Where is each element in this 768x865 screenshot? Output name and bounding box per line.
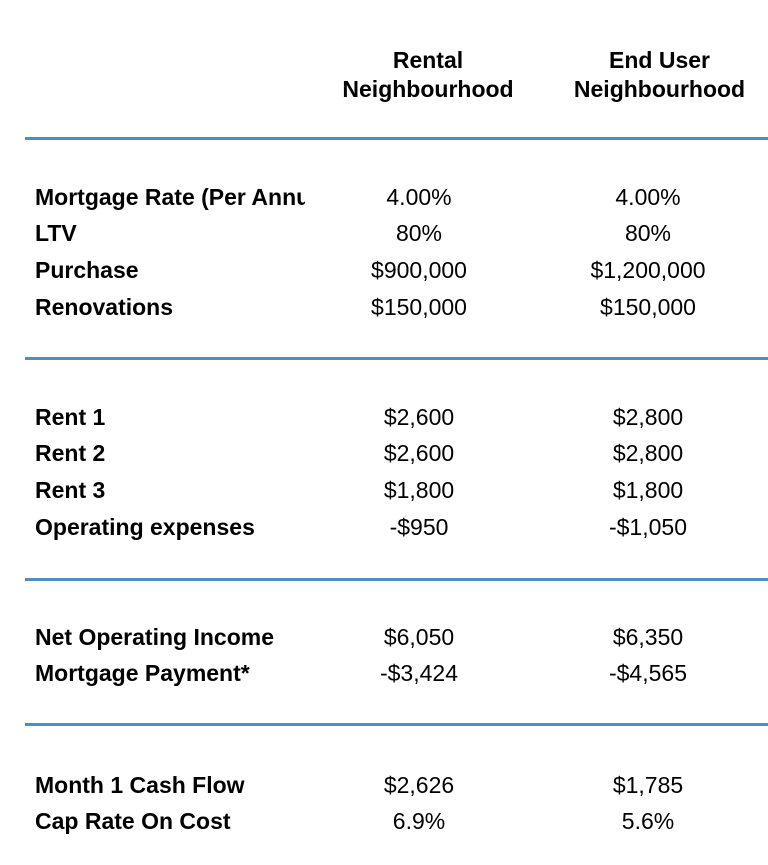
rental-value: 80% bbox=[395, 220, 443, 247]
row-label: Purchase bbox=[35, 256, 139, 283]
row-label: Net Operating Income bbox=[35, 623, 274, 650]
end-user-value: -$4,565 bbox=[608, 660, 687, 687]
table-row: Purchase $900,000 $1,200,000 bbox=[0, 252, 768, 289]
end-user-value: $2,800 bbox=[612, 403, 684, 430]
rental-value: -$3,424 bbox=[379, 660, 458, 687]
row-label: Operating expenses bbox=[35, 513, 255, 540]
end-user-value: $1,785 bbox=[612, 771, 684, 798]
rental-value: $2,600 bbox=[383, 440, 455, 467]
rental-value: $1,800 bbox=[383, 476, 455, 503]
row-label: Rent 2 bbox=[35, 440, 106, 467]
rental-value: $2,600 bbox=[383, 403, 455, 430]
end-user-value: $1,200,000 bbox=[590, 256, 706, 283]
rental-value: $6,050 bbox=[383, 623, 455, 650]
section-income-expenses: Rent 1 $2,600 $2,800 Rent 2 $2,600 $2,80… bbox=[0, 399, 768, 545]
rental-value: $900,000 bbox=[371, 256, 467, 283]
rental-value: -$950 bbox=[389, 513, 449, 540]
end-user-value: -$1,050 bbox=[608, 513, 687, 540]
table-row: Operating expenses -$950 -$1,050 bbox=[0, 509, 768, 546]
section-divider bbox=[25, 578, 768, 581]
row-label: Month 1 Cash Flow bbox=[35, 771, 245, 798]
table-row: LTV 80% 80% bbox=[0, 216, 768, 253]
section-divider bbox=[25, 357, 768, 360]
end-user-value: 5.6% bbox=[621, 808, 675, 835]
row-label: Rent 1 bbox=[35, 403, 106, 430]
end-user-value: $150,000 bbox=[600, 293, 696, 320]
table-row: Cap Rate On Cost 6.9% 5.6% bbox=[0, 804, 768, 841]
row-label: Cap Rate On Cost bbox=[35, 808, 231, 835]
row-label: Rent 3 bbox=[35, 476, 106, 503]
end-user-value: 80% bbox=[624, 220, 672, 247]
table-row: Mortgage Rate (Per Annu 4.00% 4.00% bbox=[0, 179, 768, 216]
rental-value: $2,626 bbox=[383, 771, 455, 798]
table-row: Rent 2 $2,600 $2,800 bbox=[0, 436, 768, 473]
table-row: Mortgage Payment* -$3,424 -$4,565 bbox=[0, 656, 768, 693]
table-row: Month 1 Cash Flow $2,626 $1,785 bbox=[0, 767, 768, 804]
rental-value: 6.9% bbox=[392, 808, 446, 835]
row-label: Mortgage Payment* bbox=[35, 660, 250, 687]
row-label: LTV bbox=[35, 220, 77, 247]
rental-value: $150,000 bbox=[371, 293, 467, 320]
end-user-value: $2,800 bbox=[612, 440, 684, 467]
section-divider bbox=[25, 137, 768, 140]
end-user-value: $6,350 bbox=[612, 623, 684, 650]
table-row: Rent 1 $2,600 $2,800 bbox=[0, 399, 768, 436]
section-returns: Month 1 Cash Flow $2,626 $1,785 Cap Rate… bbox=[0, 767, 768, 840]
row-label: Renovations bbox=[35, 293, 174, 320]
table-row: Renovations $150,000 $150,000 bbox=[0, 289, 768, 326]
section-operating-results: Net Operating Income $6,050 $6,350 Mortg… bbox=[0, 619, 768, 692]
column-header-end-user: End User Neighbourhood bbox=[573, 47, 746, 102]
table-row: Net Operating Income $6,050 $6,350 bbox=[0, 619, 768, 656]
rental-value: 4.00% bbox=[386, 183, 452, 210]
section-divider bbox=[25, 723, 768, 726]
column-header-rental: Rental Neighbourhood bbox=[342, 47, 514, 102]
table-header: Rental Neighbourhood End User Neighbourh… bbox=[0, 46, 768, 104]
end-user-value: 4.00% bbox=[615, 183, 681, 210]
row-label: Mortgage Rate (Per Annu bbox=[35, 183, 305, 210]
end-user-value: $1,800 bbox=[612, 476, 684, 503]
table-row: Rent 3 $1,800 $1,800 bbox=[0, 472, 768, 509]
section-financing-assumptions: Mortgage Rate (Per Annu 4.00% 4.00% LTV … bbox=[0, 179, 768, 325]
header-spacer bbox=[0, 46, 305, 104]
